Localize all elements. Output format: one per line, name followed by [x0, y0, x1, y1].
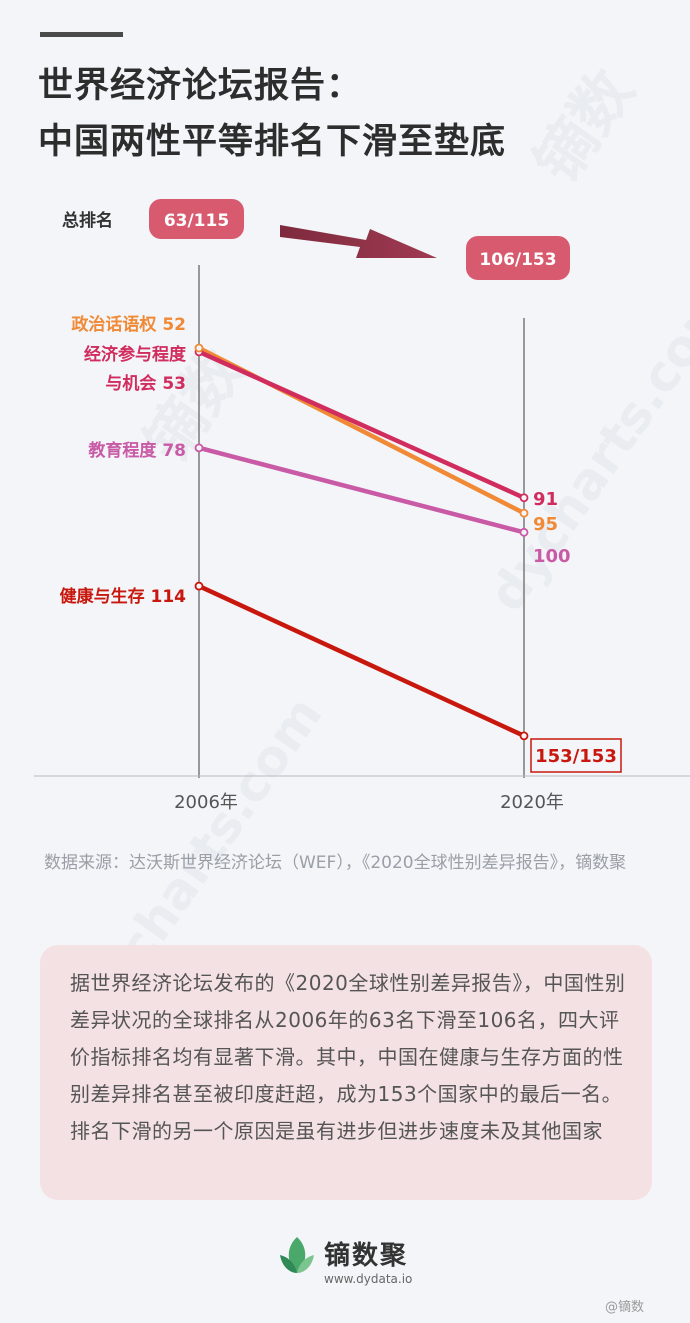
overall-start-value: 63/115 — [164, 211, 229, 231]
data-point-1-1 — [519, 508, 529, 518]
series-line-0 — [196, 349, 527, 501]
note-text: 据世界经济论坛发布的《2020全球性别差异报告》，中国性别差异状况的全球排名从2… — [70, 971, 626, 1143]
overall-rank-label: 总排名 — [62, 210, 113, 231]
watermark-logo: 镝数 — [521, 57, 648, 196]
series-line-2 — [196, 445, 527, 535]
weibo-tag: @镝数 — [605, 1300, 645, 1315]
source-note: 数据来源：达沃斯世界经济论坛（WEF），《2020全球性别差异报告》，镝数聚 — [44, 853, 627, 873]
series-end-label-2: 100 — [533, 546, 571, 567]
series-start-label-0-1: 与机会 53 — [105, 373, 186, 394]
data-point-2-1 — [519, 527, 529, 537]
data-point-2-0 — [194, 443, 204, 453]
rank-chart: 总排名 63/115 106/153 2006年 2020年 经济参与程度与机会… — [34, 199, 690, 813]
data-point-3-0 — [194, 581, 204, 591]
note-box — [40, 945, 652, 1200]
brand-url: www.dydata.io — [324, 1272, 413, 1286]
data-point-1-0 — [194, 343, 204, 353]
x-tick-2020: 2020年 — [500, 792, 564, 813]
title-line-1: 世界经济论坛报告： — [38, 66, 363, 106]
data-point-0-1 — [519, 493, 529, 503]
series-end-label-1: 95 — [533, 514, 558, 535]
brand-logo-icon — [280, 1237, 314, 1273]
overall-end-badge — [466, 236, 570, 280]
series-end-box-3 — [530, 738, 622, 773]
series-end-label-0: 91 — [533, 489, 558, 510]
series-start-label-1-0: 政治话语权 52 — [71, 314, 186, 335]
data-point-3-1 — [519, 731, 529, 741]
series-end-label-3: 153/153 — [535, 746, 617, 767]
brand-name: 镝数聚 — [324, 1241, 409, 1271]
overall-end-value: 106/153 — [479, 250, 556, 270]
series-line-3 — [196, 583, 527, 739]
x-tick-2006: 2006年 — [174, 792, 238, 813]
overall-start-badge — [149, 199, 244, 239]
page-title: 世界经济论坛报告： 中国两性平等排名下滑至垫底 — [38, 58, 506, 170]
top-rule — [40, 32, 123, 37]
series-start-label-2-0: 教育程度 78 — [87, 440, 186, 461]
trend-arrow — [280, 225, 437, 258]
series-start-label-3-0: 健康与生存 114 — [60, 586, 187, 607]
title-line-2: 中国两性平等排名下滑至垫底 — [38, 122, 507, 162]
series-start-label-0-0: 经济参与程度 — [84, 344, 187, 365]
